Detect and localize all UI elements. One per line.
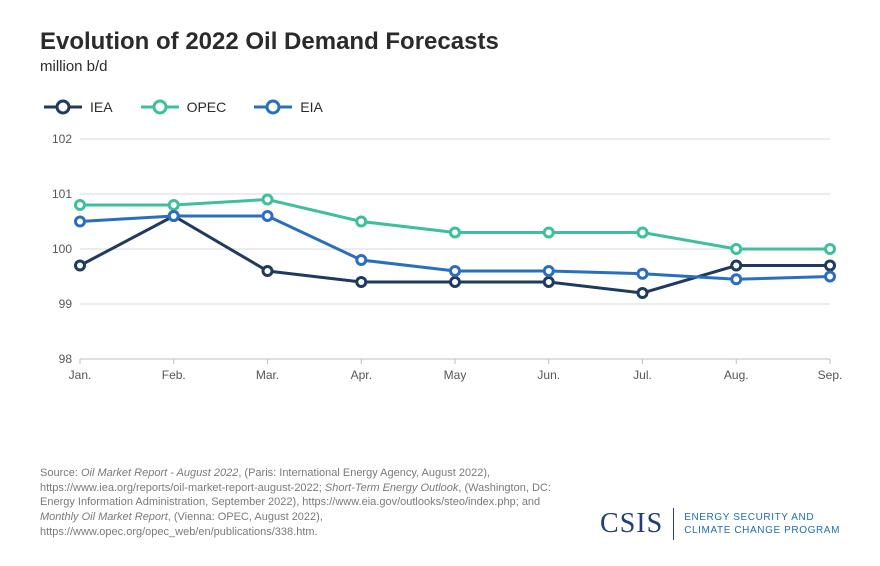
data-point xyxy=(263,267,272,276)
y-tick-label: 101 xyxy=(52,187,72,201)
x-tick-label: Feb. xyxy=(162,368,186,382)
legend-item: OPEC xyxy=(141,99,227,115)
source-3-title: Monthly Oil Market Report xyxy=(40,511,168,523)
data-point xyxy=(544,278,553,287)
data-point xyxy=(263,212,272,221)
x-tick-label: Aug. xyxy=(724,368,749,382)
legend-swatch xyxy=(44,100,82,114)
csis-logo: CSIS ENERGY SECURITY AND CLIMATE CHANGE … xyxy=(600,508,840,540)
chart-title: Evolution of 2022 Oil Demand Forecasts xyxy=(40,28,840,56)
data-point xyxy=(638,289,647,298)
x-tick-label: Jun. xyxy=(537,368,560,382)
chart-container: Evolution of 2022 Oil Demand Forecasts m… xyxy=(0,0,880,566)
data-point xyxy=(544,267,553,276)
source-2-title: Short-Term Energy Outlook xyxy=(325,482,458,494)
x-tick-label: May xyxy=(444,368,467,382)
footer: Source: Oil Market Report - August 2022,… xyxy=(40,466,840,540)
data-point xyxy=(357,278,366,287)
legend: IEA OPEC EIA xyxy=(40,99,840,115)
legend-label: OPEC xyxy=(187,99,227,115)
x-tick-label: Jan. xyxy=(69,368,92,382)
data-point xyxy=(263,195,272,204)
data-point xyxy=(732,245,741,254)
legend-swatch xyxy=(141,100,179,114)
series-iea xyxy=(76,212,835,298)
logo-subtitle: ENERGY SECURITY AND CLIMATE CHANGE PROGR… xyxy=(684,511,840,537)
x-tick-label: Mar. xyxy=(256,368,279,382)
x-tick-label: Sep. xyxy=(818,368,843,382)
legend-label: IEA xyxy=(90,99,113,115)
data-point xyxy=(826,261,835,270)
data-point xyxy=(169,201,178,210)
chart-plot-area: 98 99 100 101 102 Jan. Feb. Mar. Apr. May Jun. Jul.… xyxy=(40,129,840,389)
x-tick-label: Apr. xyxy=(351,368,372,382)
data-point xyxy=(357,217,366,226)
y-tick-label: 102 xyxy=(52,132,72,146)
data-point xyxy=(638,228,647,237)
data-point xyxy=(76,201,85,210)
data-point xyxy=(826,245,835,254)
x-tick-label: Jul. xyxy=(633,368,652,382)
logo-mark: CSIS xyxy=(600,508,663,540)
y-tick-label: 99 xyxy=(59,297,73,311)
source-prefix: Source: xyxy=(40,467,81,479)
data-point xyxy=(544,228,553,237)
data-point xyxy=(76,261,85,270)
legend-item: EIA xyxy=(254,99,323,115)
data-point xyxy=(357,256,366,265)
chart-svg: 98 99 100 101 102 Jan. Feb. Mar. Apr. May Jun. Jul.… xyxy=(40,129,840,389)
legend-item: IEA xyxy=(44,99,113,115)
legend-label: EIA xyxy=(300,99,323,115)
logo-sub-line1: ENERGY SECURITY AND xyxy=(684,511,840,524)
data-point xyxy=(76,217,85,226)
legend-swatch xyxy=(254,100,292,114)
data-point xyxy=(732,275,741,284)
y-tick-label: 98 xyxy=(59,352,73,366)
data-point xyxy=(451,278,460,287)
source-1-title: Oil Market Report - August 2022 xyxy=(81,467,238,479)
y-tick-label: 100 xyxy=(52,242,72,256)
chart-subtitle: million b/d xyxy=(40,58,840,75)
data-point xyxy=(732,261,741,270)
data-point xyxy=(638,269,647,278)
logo-sub-line2: CLIMATE CHANGE PROGRAM xyxy=(684,524,840,537)
data-point xyxy=(451,267,460,276)
data-point xyxy=(451,228,460,237)
data-point xyxy=(826,272,835,281)
source-text: Source: Oil Market Report - August 2022,… xyxy=(40,466,560,540)
logo-divider xyxy=(673,508,674,540)
data-point xyxy=(169,212,178,221)
